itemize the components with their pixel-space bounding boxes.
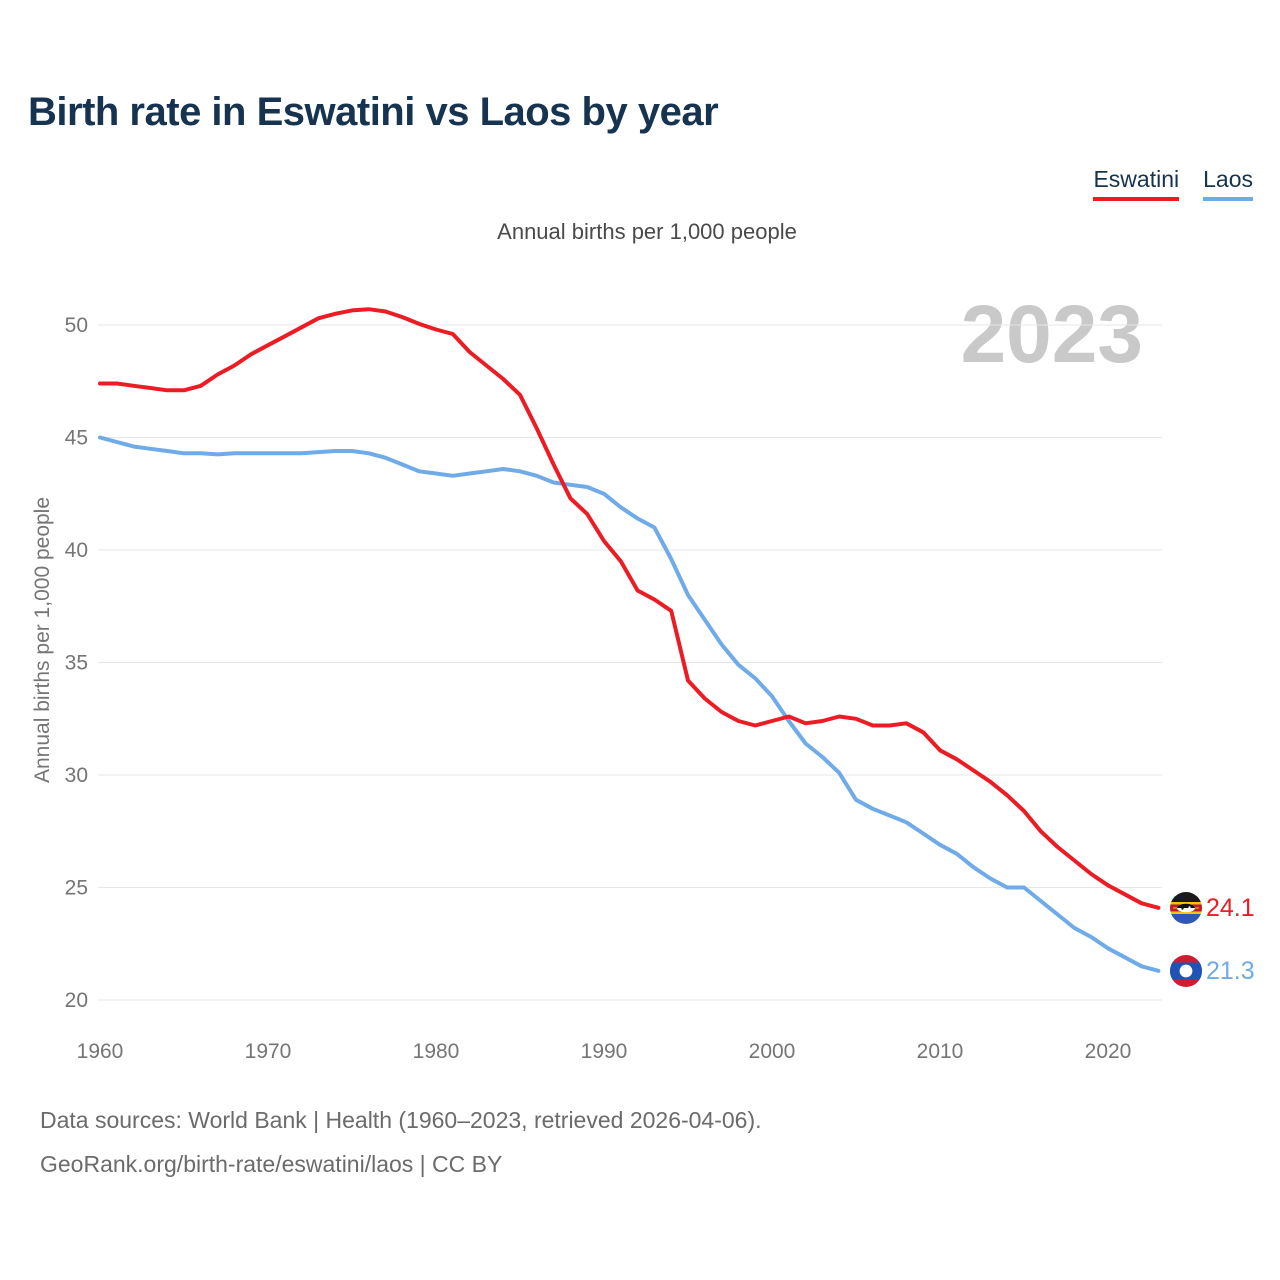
- legend-item-eswatini[interactable]: Eswatini: [1093, 166, 1180, 201]
- page-title: Birth rate in Eswatini vs Laos by year: [28, 90, 719, 134]
- series-line-eswatini: [98, 307, 1161, 910]
- y-tick-label-40: 40: [65, 539, 88, 562]
- y-tick-label-50: 50: [65, 314, 88, 337]
- x-tick-label-1990: 1990: [581, 1040, 628, 1063]
- y-axis-title: Annual births per 1,000 people: [31, 496, 54, 784]
- legend-item-laos[interactable]: Laos: [1203, 166, 1253, 201]
- y-tick-label-25: 25: [65, 877, 88, 900]
- footer-attribution: GeoRank.org/birth-rate/eswatini/laos | C…: [40, 1151, 503, 1177]
- x-tick-label-1960: 1960: [77, 1040, 124, 1063]
- x-tick-label-1980: 1980: [413, 1040, 460, 1063]
- laos-flag-icon: [1170, 955, 1202, 987]
- chart-legend: Eswatini Laos: [1093, 166, 1253, 201]
- eswatini-flag-icon: [1170, 892, 1202, 924]
- y-tick-label-20: 20: [65, 989, 88, 1012]
- x-tick-label-2000: 2000: [749, 1040, 796, 1063]
- series-line-laos: [98, 435, 1161, 973]
- chart-subtitle: Annual births per 1,000 people: [497, 219, 797, 244]
- eswatini-end-value: 24.1: [1206, 894, 1255, 922]
- y-tick-label-30: 30: [65, 764, 88, 787]
- y-tick-label-35: 35: [65, 652, 88, 675]
- x-tick-label-2020: 2020: [1085, 1040, 1132, 1063]
- year-watermark: 2023: [960, 289, 1143, 380]
- footer-data-sources: Data sources: World Bank | Health (1960–…: [40, 1107, 762, 1133]
- x-tick-label-2010: 2010: [917, 1040, 964, 1063]
- x-tick-label-1970: 1970: [245, 1040, 292, 1063]
- laos-end-value: 21.3: [1206, 957, 1255, 985]
- y-tick-label-45: 45: [65, 427, 88, 450]
